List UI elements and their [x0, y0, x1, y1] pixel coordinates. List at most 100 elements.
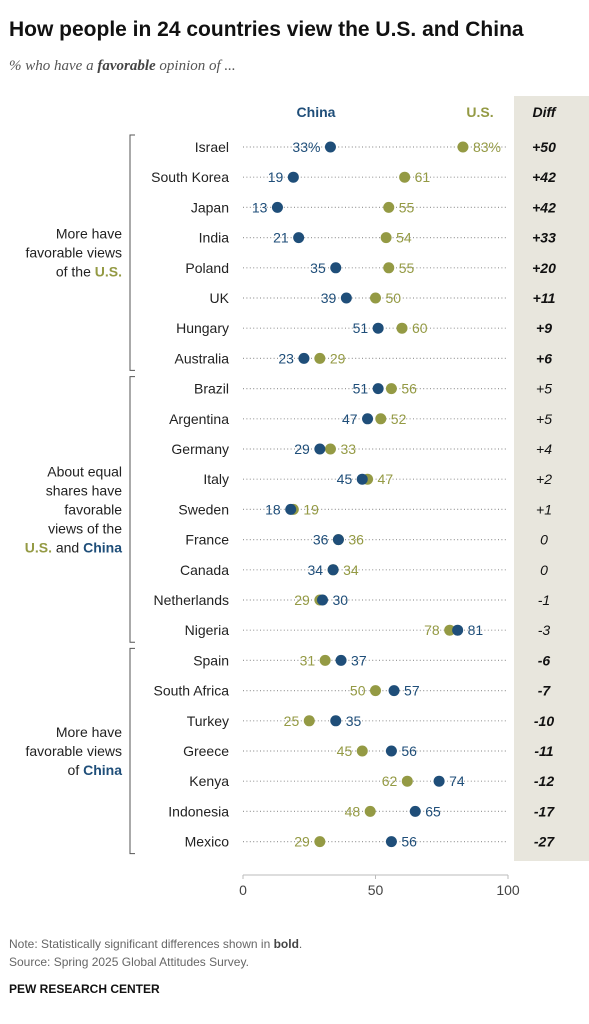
country-row: Kenya 74 62 -12 — [189, 773, 554, 789]
us-value-label: 25 — [284, 713, 300, 729]
us-value-label: 50 — [350, 683, 366, 699]
country-row: Canada 34 34 0 — [180, 562, 548, 578]
us-value-label: 56 — [401, 381, 417, 397]
china-value-label: 35 — [310, 260, 326, 276]
china-dot — [388, 685, 400, 697]
china-dot — [271, 201, 283, 213]
note-prefix: Note: Statistically significant differen… — [9, 937, 274, 951]
country-label: Argentina — [169, 411, 229, 427]
diff-value: +4 — [536, 441, 552, 457]
group-label-segment: views of the — [48, 520, 122, 536]
us-dot — [383, 201, 395, 213]
china-dot — [372, 322, 384, 334]
china-value-label: 56 — [401, 834, 417, 850]
us-dot — [314, 352, 326, 364]
group-label-line: of China — [68, 762, 123, 778]
group-label-segment: U.S. — [95, 264, 122, 280]
country-row: UK 39 50 +11 — [210, 290, 556, 306]
china-dot — [385, 836, 397, 848]
china-column-header: China — [297, 104, 336, 120]
us-value-label: 36 — [348, 532, 364, 548]
dot-plot: China U.S. Diff Israel 33% 83% +50 South Kor… — [25, 96, 589, 898]
group-bracket — [129, 647, 135, 855]
country-row: Brazil 51 56 +5 — [194, 381, 552, 397]
us-value-label: 55 — [399, 199, 415, 215]
us-dot — [356, 745, 368, 757]
country-label: Israel — [195, 139, 229, 155]
china-value-label: 19 — [268, 169, 284, 185]
group-label-segment: favorable — [64, 501, 122, 517]
group-label-segment: More have — [56, 226, 122, 242]
group-annotation: More have favorable views of the U.S. — [26, 134, 135, 371]
group-label-line: shares have — [46, 482, 122, 498]
country-row: Israel 33% 83% +50 — [195, 139, 556, 155]
diff-value: +33 — [532, 230, 556, 246]
china-dot — [327, 564, 339, 576]
country-row: India 21 54 +33 — [199, 230, 556, 246]
diff-value: +42 — [532, 169, 556, 185]
china-value-label: 35 — [346, 713, 362, 729]
country-row: South Korea 19 61 +42 — [151, 169, 556, 185]
country-row: Mexico 56 29 -27 — [185, 834, 556, 850]
us-value-label: 19 — [303, 501, 319, 517]
china-value-label: 39 — [321, 290, 337, 306]
country-label: Italy — [203, 471, 229, 487]
diff-value: +6 — [536, 350, 552, 366]
group-label-line: favorable views — [26, 245, 123, 261]
x-axis-tick-label: 100 — [496, 882, 520, 898]
diff-value: -7 — [538, 683, 552, 699]
us-value-label: 54 — [396, 230, 412, 246]
us-value-label: 83% — [473, 139, 501, 155]
country-label: Indonesia — [168, 803, 229, 819]
china-value-label: 37 — [351, 652, 367, 668]
country-label: Australia — [175, 350, 230, 366]
china-value-label: 74 — [449, 773, 465, 789]
us-value-label: 60 — [412, 320, 428, 336]
china-value-label: 65 — [425, 803, 441, 819]
country-label: Netherlands — [154, 592, 230, 608]
china-dot — [324, 141, 336, 153]
group-label-segment: favorable views — [26, 743, 123, 759]
diff-value: +2 — [536, 471, 552, 487]
country-row: Japan 13 55 +42 — [191, 199, 556, 215]
us-dot — [401, 775, 413, 787]
group-label-segment: China — [83, 539, 122, 555]
us-dot — [375, 413, 387, 425]
group-label-line: More have — [56, 724, 122, 740]
china-value-label: 57 — [404, 683, 420, 699]
country-label: Brazil — [194, 381, 229, 397]
subtitle-bold: favorable — [97, 58, 156, 74]
diff-column-header: Diff — [532, 104, 556, 120]
us-value-label: 29 — [294, 592, 310, 608]
china-value-label: 51 — [353, 320, 369, 336]
us-column-header: U.S. — [466, 104, 493, 120]
diff-value: +11 — [533, 290, 556, 306]
china-dot — [330, 715, 342, 727]
us-value-label: 61 — [415, 169, 431, 185]
diff-value: +5 — [536, 381, 552, 397]
diff-value: +5 — [536, 411, 552, 427]
us-value-label: 29 — [294, 834, 310, 850]
china-value-label: 36 — [313, 532, 329, 548]
diff-value: -3 — [538, 622, 551, 638]
country-label: Mexico — [185, 834, 230, 850]
group-label-segment: shares have — [46, 482, 122, 498]
country-label: Germany — [171, 441, 229, 457]
country-label: India — [199, 230, 230, 246]
country-label: South Korea — [151, 169, 229, 185]
country-label: Turkey — [187, 713, 229, 729]
china-value-label: 18 — [265, 501, 281, 517]
group-label-segment: U.S. — [25, 539, 52, 555]
us-dot — [399, 171, 411, 183]
country-row: Nigeria 81 78 -3 — [185, 622, 551, 638]
country-row: Greece 56 45 -11 — [183, 743, 554, 759]
group-label-line: favorable views — [26, 743, 123, 759]
diff-value: 0 — [540, 562, 548, 578]
china-dot — [356, 473, 368, 485]
china-dot — [285, 503, 297, 515]
china-dot — [340, 292, 352, 304]
china-dot — [362, 413, 374, 425]
china-dot — [293, 232, 305, 244]
us-dot — [314, 836, 326, 848]
country-row: France 36 36 0 — [185, 532, 548, 548]
